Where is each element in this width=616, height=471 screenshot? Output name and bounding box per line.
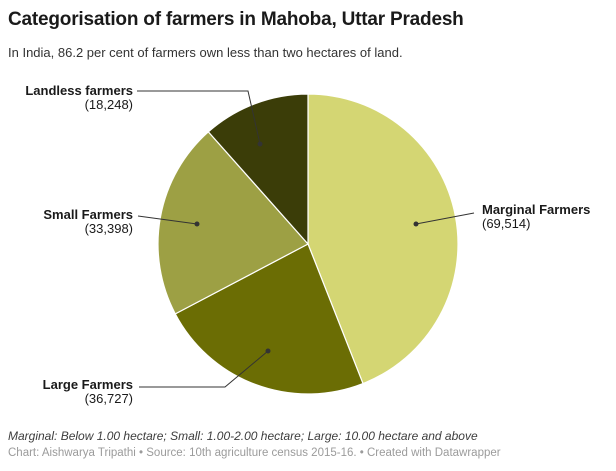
slice-label-large-farmers: Large Farmers (36,727): [43, 378, 133, 406]
slice-name: Large Farmers: [42, 377, 133, 392]
footnote: Marginal: Below 1.00 hectare; Small: 1.0…: [8, 429, 478, 443]
label-anchor-dot-large-farmers: [265, 348, 271, 354]
pie-slice-marginal-farmers: [307, 93, 459, 385]
label-connector-small-farmers: [137, 215, 198, 225]
pie-slice-large-farmers: [174, 243, 364, 395]
slice-value: (36,727): [84, 391, 133, 406]
slice-value: (18,248): [84, 97, 133, 112]
chart-subtitle: In India, 86.2 per cent of farmers own l…: [8, 45, 403, 60]
slice-label-landless-farmers: Landless farmers (18,248): [25, 84, 133, 112]
slice-name: Marginal Farmers: [482, 202, 591, 217]
label-connector-marginal-farmers: [415, 212, 475, 225]
credit-line: Chart: Aishwarya Tripathi • Source: 10th…: [8, 447, 501, 459]
slice-name: Small Farmers: [43, 207, 133, 222]
label-anchor-dot-small-farmers: [194, 221, 200, 227]
slice-name: Landless farmers: [25, 83, 133, 98]
label-anchor-dot-marginal-farmers: [413, 221, 419, 227]
slice-value: (33,398): [84, 221, 133, 236]
chart-title: Categorisation of farmers in Mahoba, Utt…: [8, 9, 464, 30]
label-connector-landless-farmers: [137, 90, 261, 145]
slice-label-small-farmers: Small Farmers (33,398): [43, 208, 133, 236]
label-connector-large-farmers: [139, 350, 269, 388]
slice-value: (69,514): [482, 216, 531, 231]
pie-slice-landless-farmers: [207, 93, 309, 245]
label-anchor-dot-landless-farmers: [257, 141, 263, 147]
pie-slice-small-farmers: [157, 131, 309, 315]
slice-label-marginal-farmers: Marginal Farmers (69,514): [482, 203, 590, 231]
